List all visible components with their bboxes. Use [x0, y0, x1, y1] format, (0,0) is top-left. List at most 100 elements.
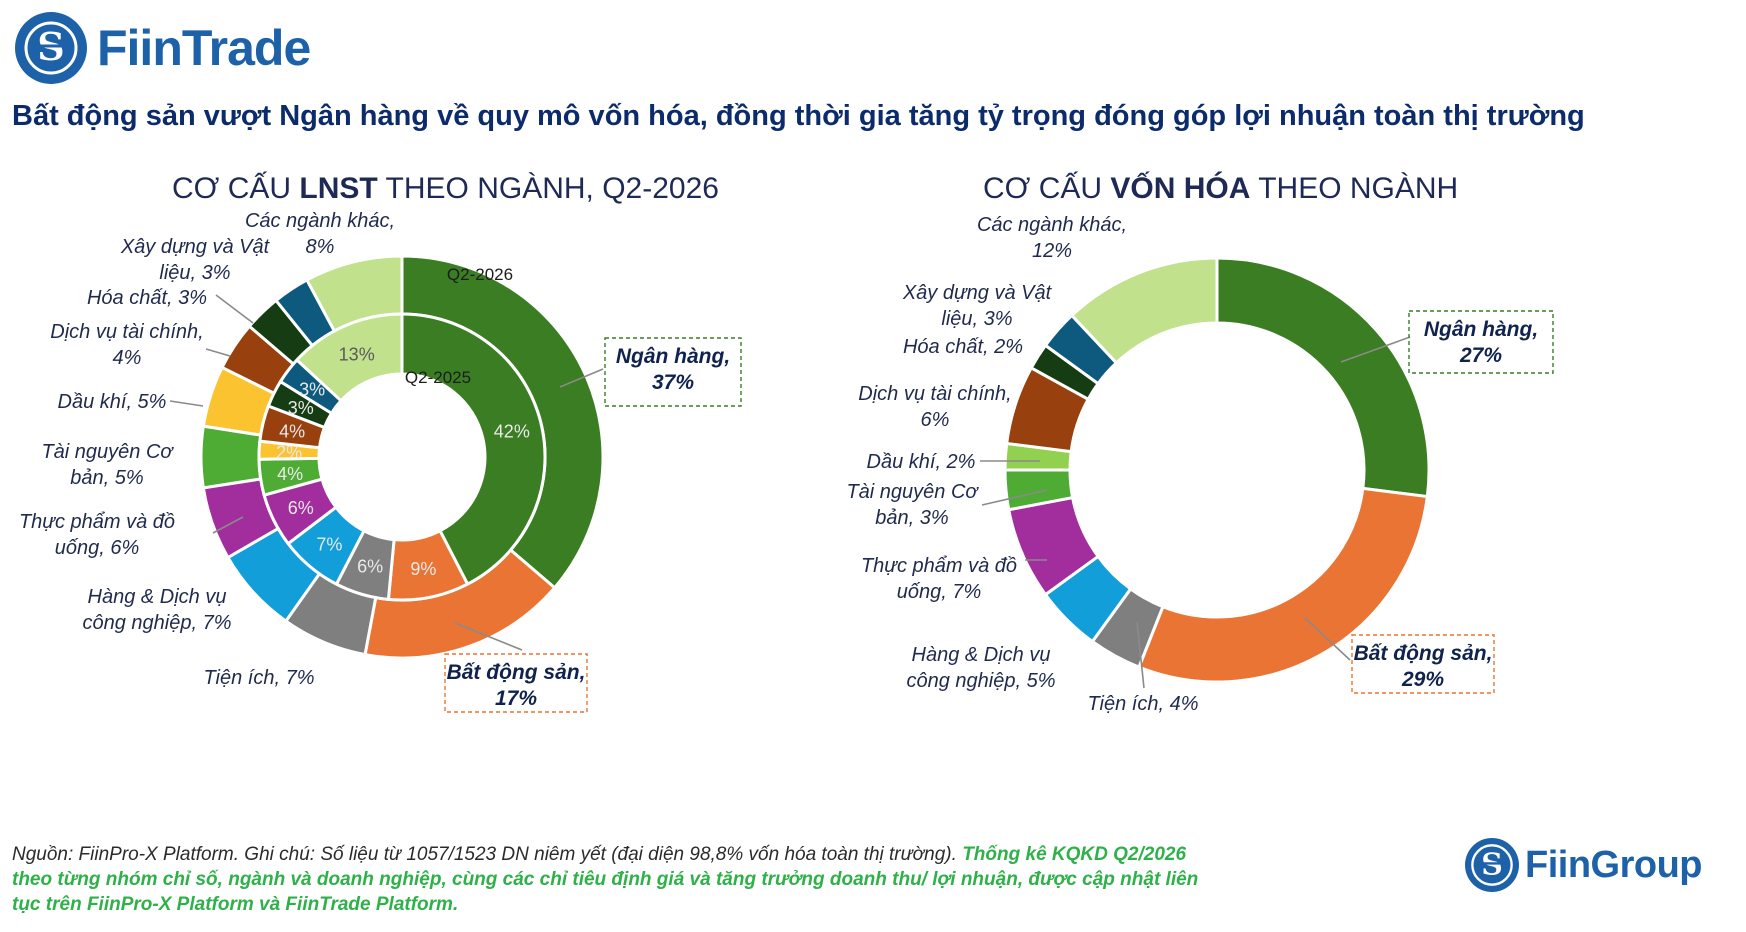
svg-text:12%: 12%	[1032, 240, 1072, 262]
inner-pct-label: 6%	[288, 498, 314, 518]
lnst-label-bat-dong-san: Bất động sản, 17%	[444, 653, 588, 713]
lnst-label-dau-khi: Dầu khí, 5%	[58, 391, 167, 413]
svg-text:Bất động sản,: Bất động sản,	[1354, 642, 1493, 665]
series-label-q2-2025: Q2-2025	[405, 368, 471, 387]
svg-text:Tài nguyên Cơ: Tài nguyên Cơ	[41, 441, 174, 463]
lnst-label-ngan-hang: Ngân hàng, 37%	[604, 337, 742, 407]
lnst-label-xay-dung-va-vat-lieu: Xây dựng và Vật liệu, 3%	[120, 236, 271, 284]
lnst-label-cac-nganh-khac: Các ngành khác, 8%	[245, 210, 395, 258]
svg-text:29%: 29%	[1401, 668, 1444, 691]
leader-line	[1136, 621, 1145, 689]
lnst-q2-2025-slice-cac-nganh-khac	[294, 312, 404, 403]
inner-pct-label: 9%	[410, 559, 436, 579]
svg-text:Tài nguyên Cơ: Tài nguyên Cơ	[846, 481, 979, 503]
vonhoa-label-hang-dich-vu-cong-nghiep: Hàng & Dịch vụ công nghiệp, 5%	[906, 644, 1055, 692]
inner-pct-label: 42%	[494, 421, 530, 441]
leader-line	[215, 294, 254, 324]
fiingroup-s-icon: S	[1465, 838, 1519, 892]
vonhoa-label-dich-vu-tai-chinh: Dịch vụ tài chính, 6%	[858, 383, 1011, 431]
svg-text:27%: 27%	[1459, 344, 1502, 367]
svg-text:Xây dựng và Vật: Xây dựng và Vật	[902, 282, 1053, 304]
leader-line	[981, 489, 1048, 506]
inner-pct-label: 7%	[316, 535, 342, 555]
vonhoa-label-tai-nguyen-co-ban: Tài nguyên Cơ bản, 3%	[846, 481, 979, 529]
inner-pct-label: 2%	[276, 443, 302, 463]
lnst-label-hoa-chat: Hóa chất, 3%	[87, 287, 207, 309]
footer-note: Nguồn: FiinPro-X Platform. Ghi chú: Số l…	[12, 844, 1199, 915]
svg-text:liệu, 3%: liệu, 3%	[159, 262, 230, 284]
vonhoa-label-bat-dong-san: Bất động sản, 29%	[1351, 634, 1495, 694]
chart-title-right: CƠ CẤU VỐN HÓA THEO NGÀNH	[983, 172, 1459, 205]
vonhoa-label-tien-ich: Tiện ích, 4%	[1088, 693, 1199, 715]
svg-text:Thực phẩm và đồ: Thực phẩm và đồ	[19, 511, 175, 533]
svg-text:bản, 3%: bản, 3%	[875, 507, 948, 529]
series-label-q2-2026: Q2-2026	[447, 265, 513, 284]
vonhoa-slice-bat-dong-san	[1137, 486, 1430, 684]
svg-text:17%: 17%	[495, 687, 537, 710]
lnst-label-tien-ich: Tiện ích, 7%	[204, 667, 315, 689]
vonhoa-label-xay-dung-va-vat-lieu: Xây dựng và Vật liệu, 3%	[902, 282, 1053, 330]
leader-line	[1340, 336, 1411, 363]
lnst-label-thuc-pham-va-do-uong: Thực phẩm và đồ uống, 6%	[19, 511, 175, 559]
leader-line	[212, 516, 244, 534]
svg-text:4%: 4%	[113, 347, 142, 369]
chart-title-left: CƠ CẤU LNST THEO NGÀNH, Q2-2026	[172, 172, 719, 205]
leader-line	[559, 368, 604, 388]
svg-text:8%: 8%	[306, 236, 335, 258]
svg-text:Tiện ích, 7%: Tiện ích, 7%	[204, 667, 315, 689]
svg-text:Hàng & Dịch vụ: Hàng & Dịch vụ	[88, 586, 227, 608]
svg-text:liệu, 3%: liệu, 3%	[941, 308, 1012, 330]
svg-text:uống, 7%: uống, 7%	[897, 581, 982, 603]
vonhoa-label-hoa-chat: Hóa chất, 2%	[903, 336, 1023, 358]
vonhoa-label-ngan-hang: Ngân hàng, 27%	[1408, 310, 1554, 374]
fiin-s-logo-icon: S	[15, 12, 87, 84]
fiintrade-logo: S FiinTrade	[15, 12, 311, 84]
svg-text:Các ngành khác,: Các ngành khác,	[977, 214, 1127, 236]
svg-text:37%: 37%	[652, 371, 694, 394]
svg-text:Ngân hàng,: Ngân hàng,	[1424, 318, 1538, 341]
footer-brand-name: FiinGroup	[1525, 843, 1703, 886]
svg-text:công nghiệp, 7%: công nghiệp, 7%	[82, 612, 231, 634]
inner-pct-label: 13%	[339, 344, 375, 364]
inner-pct-label: 3%	[288, 398, 314, 418]
svg-text:uống, 6%: uống, 6%	[55, 537, 140, 559]
svg-text:Các ngành khác,: Các ngành khác,	[245, 210, 395, 232]
vonhoa-slice-ngan-hang	[1215, 256, 1431, 499]
inner-pct-label: 6%	[357, 556, 383, 576]
svg-text:Thực phẩm và đồ: Thực phẩm và đồ	[861, 555, 1017, 577]
fiingroup-logo: S FiinGroup	[1465, 837, 1703, 893]
svg-text:Bất động sản,: Bất động sản,	[447, 661, 586, 684]
lnst-label-tai-nguyen-co-ban: Tài nguyên Cơ bản, 5%	[41, 441, 174, 489]
svg-text:công nghiệp, 5%: công nghiệp, 5%	[906, 670, 1055, 692]
vonhoa-label-cac-nganh-khac: Các ngành khác, 12%	[977, 214, 1127, 262]
leader-line	[454, 622, 523, 651]
svg-text:Tiện ích, 4%: Tiện ích, 4%	[1088, 693, 1199, 715]
svg-text:Hóa chất, 2%: Hóa chất, 2%	[903, 336, 1023, 358]
leader-line	[169, 400, 204, 407]
svg-text:Hóa chất, 3%: Hóa chất, 3%	[87, 287, 207, 309]
svg-text:S: S	[1481, 847, 1503, 882]
lnst-label-dich-vu-tai-chinh: Dịch vụ tài chính, 4%	[50, 321, 203, 369]
svg-text:Dầu khí, 5%: Dầu khí, 5%	[58, 391, 167, 413]
lnst-q2-2026-slice-tai-nguyen-co-ban	[199, 424, 263, 490]
svg-text:Dịch vụ tài chính,: Dịch vụ tài chính,	[858, 383, 1011, 405]
brand-name: FiinTrade	[97, 20, 311, 76]
page-headline: Bất động sản vượt Ngân hàng về quy mô vố…	[12, 100, 1585, 132]
svg-text:Xây dựng và Vật: Xây dựng và Vật	[120, 236, 271, 258]
inner-pct-label: 4%	[279, 421, 305, 441]
svg-text:6%: 6%	[921, 409, 950, 431]
lnst-q2-2025-slice-ngan-hang	[400, 312, 547, 587]
svg-text:Dịch vụ tài chính,: Dịch vụ tài chính,	[50, 321, 203, 343]
leader-line	[205, 348, 231, 357]
vonhoa-slice-cac-nganh-khac	[1069, 256, 1219, 365]
inner-pct-label: 4%	[277, 464, 303, 484]
inner-pct-label: 3%	[299, 380, 325, 400]
lnst-label-hang-dich-vu-cong-nghiep: Hàng & Dịch vụ công nghiệp, 7%	[82, 586, 231, 634]
svg-text:Hàng & Dịch vụ: Hàng & Dịch vụ	[912, 644, 1051, 666]
svg-text:Dầu khí, 2%: Dầu khí, 2%	[867, 451, 976, 473]
svg-text:Ngân hàng,: Ngân hàng,	[616, 345, 730, 368]
leader-line	[1304, 617, 1351, 661]
vonhoa-label-dau-khi: Dầu khí, 2%	[867, 451, 976, 473]
vonhoa-label-thuc-pham-va-do-uong: Thực phẩm và đồ uống, 7%	[861, 555, 1017, 603]
